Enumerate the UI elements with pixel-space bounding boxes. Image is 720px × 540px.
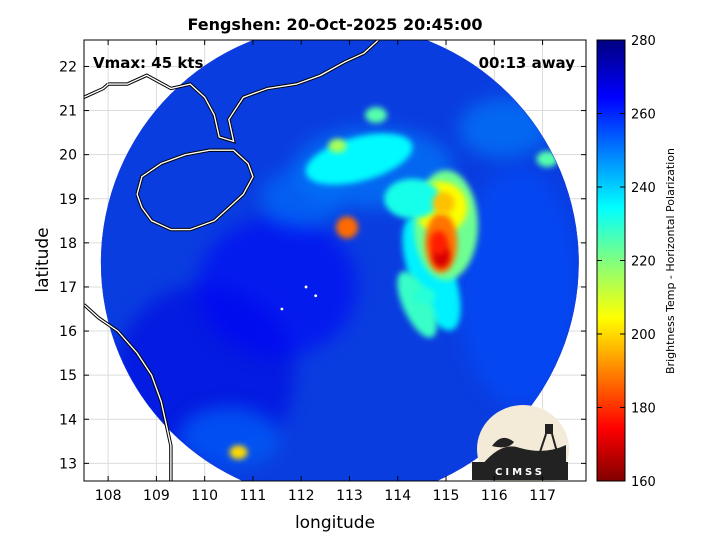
logo-text: CIMSS [495,467,545,478]
background-patch-1 [197,216,358,357]
convection-shape-1 [397,271,437,338]
cimss-logo: CIMSS [472,405,569,481]
y-tick-label-9: 22 [59,59,77,75]
colorbar-ticks: 160 180 200 220 240 260 280 [597,34,656,490]
y-tick-label-7: 20 [59,148,77,164]
feature-8 [229,445,248,460]
feature-6 [365,106,388,123]
y-tick-label-5: 18 [59,236,77,252]
x-tick-label-3: 111 [240,488,267,504]
vietnam-coast [84,303,173,481]
axes-frame [83,39,587,482]
logo-dish [492,437,514,448]
colorbar-tick-label-1: 180 [631,402,656,417]
convection-shape-5 [384,178,441,219]
coastlines [84,40,380,481]
y-tick-label-1: 14 [59,412,77,428]
logo-tower-legs [539,433,558,453]
chart-title: Fengshen: 20-Oct-2025 20:45:00 [187,15,482,34]
time-offset-annotation: 00:13 away [479,54,576,72]
y-tick-label-2: 15 [59,368,77,384]
colorbar-tick-label-0: 160 [631,475,656,490]
y-tick-label-8: 21 [59,104,77,120]
colorbar-tick-label-5: 260 [631,108,656,123]
feature-1 [429,230,448,255]
y-tick-label-3: 16 [59,324,77,340]
colorbar-tick-label-2: 200 [631,328,656,343]
y-tick-label-0: 13 [59,456,77,472]
logo-band [472,462,568,480]
island-2 [304,285,308,289]
y-tick-label-6: 19 [59,192,77,208]
hainan-coast [135,148,255,232]
x-axis-label: longitude [295,513,375,533]
logo-tower [545,424,553,434]
background-patch-4 [261,168,342,229]
feature-2 [432,192,455,215]
x-tick-label-6: 114 [384,488,411,504]
x-tick-label-7: 115 [433,488,460,504]
swath [100,40,579,481]
x-tick-label-2: 110 [191,488,218,504]
background-patch-2 [458,166,579,407]
feature-5 [328,138,347,153]
island-0 [280,307,284,311]
colorbar-tick-label-6: 280 [631,34,656,49]
x-tick-label-9: 117 [529,488,556,504]
vietnam-north-coast [84,82,110,99]
x-tick-label-0: 108 [95,488,122,504]
colorbar-label: Brightness Temp - Horizontal Polarizatio… [664,148,677,374]
colorbar-tick-label-3: 220 [631,255,656,270]
island-1 [314,294,318,298]
vmax-annotation: Vmax: 45 kts [93,54,203,72]
y-axis-label: latitude [33,227,53,292]
convection-layer [114,98,579,467]
china-coast [108,40,380,144]
y-axis: 13 14 15 16 17 18 19 20 21 22 [59,59,586,472]
x-tick-label-8: 116 [481,488,508,504]
feature-4 [336,216,359,239]
x-tick-label-4: 112 [288,488,315,504]
feature-3 [413,287,436,304]
y-tick-label-4: 17 [59,280,77,296]
x-tick-label-1: 109 [143,488,170,504]
x-axis: 108 109 110 111 112 113 114 115 116 117 [95,40,556,504]
background-patch-6 [178,406,279,467]
colorbar-tick-label-4: 240 [631,181,656,196]
x-tick-label-5: 113 [336,488,363,504]
